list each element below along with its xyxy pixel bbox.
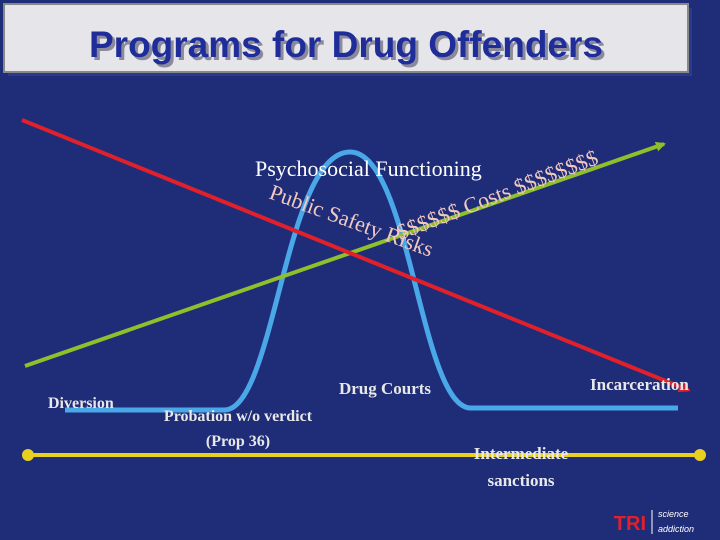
axis-end xyxy=(22,449,34,461)
intermediate-label: sanctions xyxy=(487,471,554,490)
title-shadow: Programs for Drug Offenders xyxy=(92,27,606,68)
drug-courts-label: Drug Courts xyxy=(339,379,431,398)
logo-line: addiction xyxy=(658,524,694,534)
logo-name: TRI xyxy=(614,513,646,535)
title-box xyxy=(3,3,689,73)
intermediate-label: Intermediate xyxy=(474,444,569,463)
bell-curve xyxy=(65,149,678,413)
psychosocial-label: Psychosocial Functioning xyxy=(255,156,482,181)
logo-line: science xyxy=(658,509,689,519)
incarceration-label: Incarceration xyxy=(590,375,689,394)
diversion-label: Diversion xyxy=(48,395,114,412)
axis-end xyxy=(694,449,706,461)
title: Programs for Drug Offenders xyxy=(89,24,603,65)
green-arrow xyxy=(24,141,666,368)
probation-label: Probation w/o verdict xyxy=(164,408,313,425)
red-arrow xyxy=(21,118,691,393)
probation-label: (Prop 36) xyxy=(206,433,270,450)
